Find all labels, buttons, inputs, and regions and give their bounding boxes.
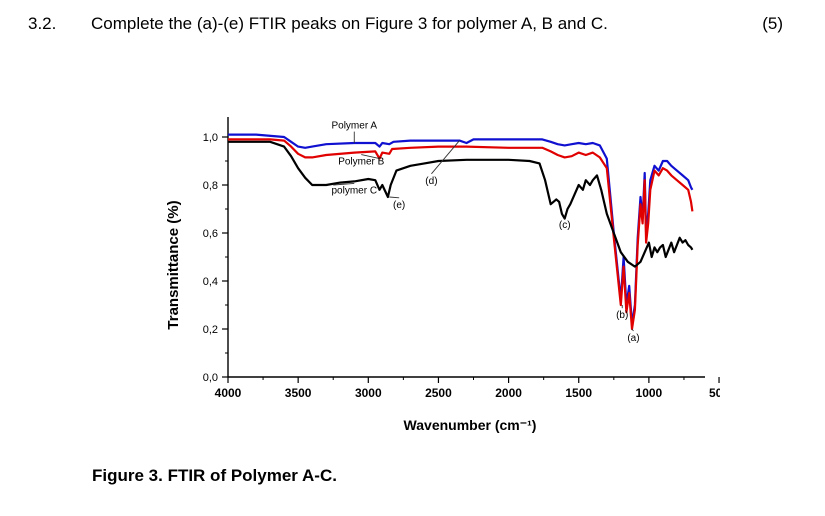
chart-axes: 4000 3500 3000 2500 2000 1500 1000 500 0,0 0,2 0,4… <box>203 117 720 400</box>
annotation-label: (d) <box>425 176 437 187</box>
ftir-chart: 4000 3500 3000 2500 2000 1500 1000 500 0,0 0,2 0,4… <box>160 100 720 445</box>
series-line-polymer-a <box>228 133 694 326</box>
y-tick-label: 0,2 <box>203 324 218 336</box>
x-tick-label: 2500 <box>425 386 452 400</box>
annotation-leader <box>389 196 400 199</box>
annotation-label: polymer C <box>331 185 377 196</box>
annotation-label: (c) <box>559 220 571 231</box>
annotation-label: (e) <box>393 200 405 211</box>
x-tick-label: 3500 <box>285 386 312 400</box>
y-tick-label: 0,6 <box>203 228 218 240</box>
annotation-leader <box>333 182 355 186</box>
y-tick-label: 0,4 <box>203 276 218 288</box>
x-tick-label: 4000 <box>215 386 242 400</box>
x-tick-label: 3000 <box>355 386 382 400</box>
annotation-label: (a) <box>627 333 639 344</box>
y-tick-label: 0,0 <box>203 372 218 384</box>
annotation-label: Polymer A <box>331 121 377 132</box>
annotation-label: Polymer B <box>338 157 384 168</box>
chart-series <box>228 133 694 331</box>
annotation-leader <box>361 154 380 160</box>
question-marks: (5) <box>762 14 783 33</box>
figure-caption: Figure 3. FTIR of Polymer A-C. <box>92 466 337 485</box>
series-line-polymer-b <box>228 138 694 331</box>
chart-background <box>160 100 720 445</box>
chart-annotations: Polymer A Polymer B polymer C (d) (e) (c) (b) (… <box>331 121 639 344</box>
y-tick-label: 1,0 <box>203 132 218 144</box>
question-number: 3.2. <box>28 14 57 33</box>
question-text: Complete the (a)-(e) FTIR peaks on Figur… <box>91 14 608 33</box>
annotation-leader <box>431 140 460 175</box>
x-tick-label: 1000 <box>636 386 663 400</box>
x-tick-label: 500 <box>709 386 720 400</box>
y-axis-label: Transmittance (%) <box>165 200 182 329</box>
x-tick-label: 2000 <box>495 386 522 400</box>
x-axis-label: Wavenumber (cm⁻¹) <box>404 417 537 433</box>
y-tick-label: 0,8 <box>203 180 218 192</box>
series-line-polymer-c <box>228 140 694 268</box>
x-tick-label: 1500 <box>565 386 592 400</box>
annotation-label: (b) <box>616 310 628 321</box>
annotation-leader <box>631 328 634 332</box>
